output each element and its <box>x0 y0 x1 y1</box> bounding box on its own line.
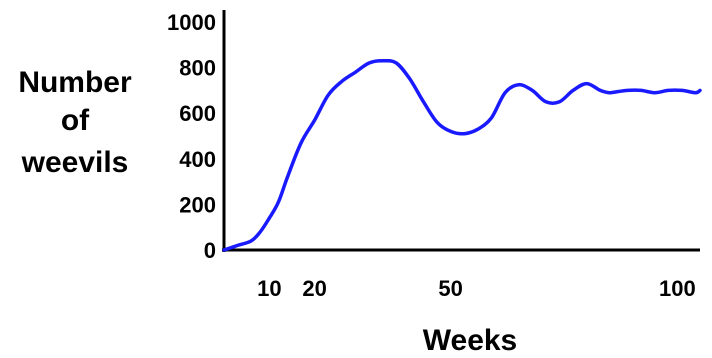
data-point <box>503 91 507 95</box>
x-tick-label: 50 <box>438 276 462 301</box>
y-axis-title-line: weevils <box>21 146 129 179</box>
data-point <box>299 141 303 145</box>
data-point <box>276 200 280 204</box>
data-point <box>585 82 589 86</box>
y-axis-title: Number of weevils <box>18 66 132 179</box>
data-point <box>267 216 271 220</box>
data-point <box>258 230 262 234</box>
data-point <box>462 132 466 136</box>
data-point <box>558 100 562 104</box>
y-tick-label: 0 <box>204 238 216 263</box>
data-point <box>313 118 317 122</box>
data-point <box>236 243 240 247</box>
data-point <box>408 77 412 81</box>
data-point <box>435 120 439 124</box>
y-tick-labels: 0 200 400 600 800 1000 <box>167 10 216 263</box>
y-tick-label: 800 <box>179 56 216 81</box>
data-point <box>354 70 358 74</box>
y-tick-label: 400 <box>179 147 216 172</box>
data-point <box>222 248 226 252</box>
data-point <box>530 88 534 92</box>
data-point <box>544 100 548 104</box>
y-tick-label: 600 <box>179 101 216 126</box>
x-axis-title: Weeks <box>423 324 518 357</box>
data-point <box>666 88 670 92</box>
data-point <box>249 239 253 243</box>
data-point <box>680 88 684 92</box>
data-point <box>616 90 620 94</box>
x-tick-labels: 10 20 50 100 <box>257 276 696 301</box>
data-point <box>517 83 521 87</box>
data-point <box>626 88 630 92</box>
data-point <box>598 88 602 92</box>
weevil-population-line <box>222 58 702 252</box>
data-point <box>698 88 702 92</box>
data-point <box>326 93 330 97</box>
x-tick-label: 10 <box>257 276 281 301</box>
data-point <box>571 88 575 92</box>
data-point <box>476 127 480 131</box>
data-point <box>449 129 453 133</box>
x-tick-label: 20 <box>302 276 326 301</box>
data-point <box>607 91 611 95</box>
y-tick-label: 1000 <box>167 10 216 35</box>
x-tick-label: 100 <box>659 276 696 301</box>
data-point <box>653 91 657 95</box>
data-point <box>340 79 344 83</box>
data-point <box>367 61 371 65</box>
data-point <box>639 88 643 92</box>
data-point <box>286 175 290 179</box>
data-point <box>694 91 698 95</box>
data-point <box>381 59 385 63</box>
data-point <box>490 116 494 120</box>
data-point <box>422 100 426 104</box>
y-tick-label: 200 <box>179 192 216 217</box>
series-layer <box>222 58 702 252</box>
y-axis-title-line: of <box>61 104 90 137</box>
data-point <box>394 61 398 65</box>
y-axis-title-line: Number <box>18 66 132 99</box>
